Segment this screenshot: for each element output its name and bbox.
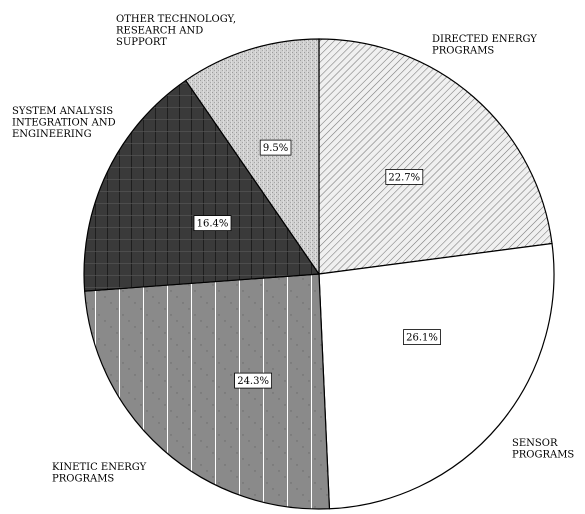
pie-category-label-2: SENSOR PROGRAMS [512, 438, 574, 461]
pie-value-text-1: 22.7% [388, 172, 420, 183]
pie-value-box-1 [385, 168, 424, 185]
pie-value-text-2: 26.1% [406, 333, 438, 344]
pie-slice-2 [318, 242, 555, 510]
pie-value-label-1: 22.7% [385, 168, 424, 185]
pie-value-label-2: 26.1% [403, 329, 441, 346]
pie-value-text-3: 24.3% [237, 376, 269, 387]
pie-slice-1 [318, 38, 553, 275]
pie-slice-4 [83, 79, 321, 292]
pie-category-label-3: KINETIC ENERGY PROGRAMS [52, 462, 147, 485]
pie-value-labels: 22.7% 26.1% 24.3% 16.4% 9.5% [193, 139, 441, 389]
pie-value-box-3 [234, 372, 273, 389]
pie-value-label-4: 16.4% [193, 215, 232, 232]
pie-value-label-5: 9.5% [259, 139, 292, 156]
pie-value-box-4 [193, 215, 232, 232]
pie-category-label-5: OTHER TECHNOLOGY, RESEARCH AND SUPPORT [116, 14, 236, 48]
pie-value-text-5: 9.5% [263, 143, 288, 154]
pie-slices [83, 38, 555, 510]
pie-slice-3 [83, 273, 331, 510]
pie-value-label-3: 24.3% [234, 372, 273, 389]
pie-slice-5 [184, 38, 320, 276]
pie-category-label-4: SYSTEM ANALYSIS INTEGRATION AND ENGINEERIN… [12, 106, 116, 140]
pie-category-labels: DIRECTED ENERGY PROGRAMS SENSOR PROGRAMS KIN… [12, 14, 574, 485]
pie-category-label-1: DIRECTED ENERGY PROGRAMS [432, 34, 537, 57]
pie-value-box-5 [259, 139, 292, 156]
pie-value-text-4: 16.4% [197, 219, 229, 230]
pie-value-box-2 [403, 329, 441, 346]
